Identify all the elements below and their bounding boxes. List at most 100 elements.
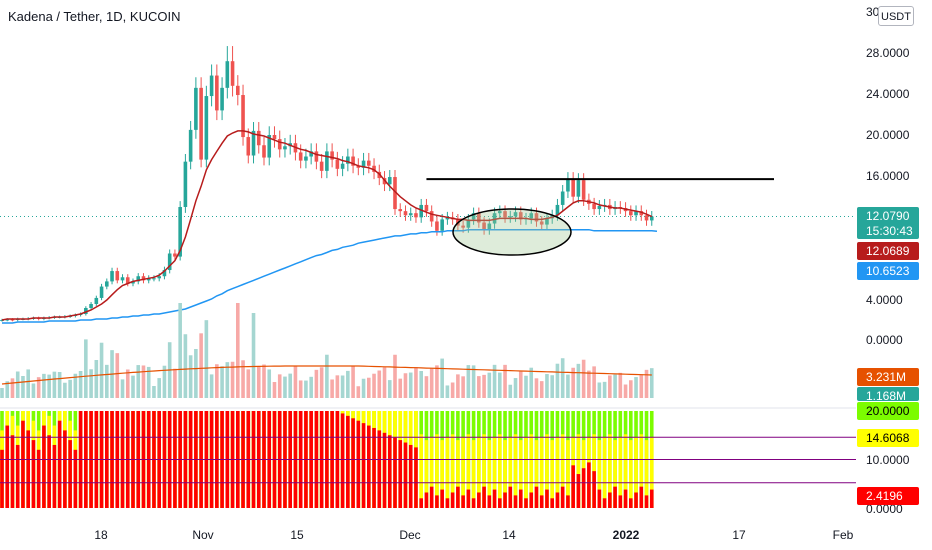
volume-bar [236,303,240,398]
oscillator-yellow-bar [555,437,560,508]
ma-long-line [2,228,658,324]
candle [115,267,120,284]
oscillator-red-bar [450,492,455,508]
candle-body [162,270,167,277]
volume-bar [424,376,429,398]
volume-bar [623,384,628,398]
candle [492,207,497,229]
time-axis[interactable]: 18 Nov 15 Dec 14 2022 17 Feb [94,528,853,542]
candle-body [262,145,266,158]
oscillator-red-bar [597,489,602,508]
volume-bar [372,373,376,398]
volume-bar [351,366,355,398]
oscillator-yellow-bar [435,434,439,508]
price-axis-label: 0.0000 [866,333,903,347]
time-axis-label: 2022 [613,528,640,542]
oscillator-yellow-bar [487,440,492,508]
oscillator-red-bar [477,492,481,508]
candle [105,278,109,290]
oscillator-yellow-bar [539,437,544,508]
candle-body [194,87,198,130]
oscillator-red-bar [623,489,628,508]
volume-bar [566,374,570,398]
oscillator-yellow-bar [461,437,465,508]
candle-body [204,96,209,160]
candle-body [351,156,355,166]
oscillator-red-bar [356,420,361,508]
time-axis-label: 14 [502,528,516,542]
price-axis-label: 20.0000 [866,128,910,142]
candle [99,283,104,301]
candle-body [518,212,523,220]
volume-bar [571,367,575,398]
oscillator-yellow-tag-text: 14.6068 [866,431,910,445]
oscillator-red-bar [539,495,544,508]
candle [429,205,434,227]
oscillator-yellow-bar [560,434,565,508]
volume-tag-bg [857,387,919,401]
oscillator-green-tag: 20.0000 [857,402,919,420]
volume-bar [99,342,104,398]
oscillator-yellow-bar [597,440,602,508]
candle [146,275,151,284]
oscillator-red-bar [471,498,476,508]
volume-bar [382,367,387,398]
candle-body [649,216,654,221]
volume-bar [31,383,36,398]
candle-body [440,219,444,231]
volume-bar [393,354,397,398]
oscillator-red-bar [440,489,444,508]
candle-body [209,75,214,97]
volume-bar [199,333,203,398]
usdt-button[interactable]: USDT [878,6,914,26]
price-axis-label: 4.0000 [866,293,903,307]
oscillator-yellow-bar [456,440,460,508]
volume-bar [272,382,277,398]
volume-bar [649,368,654,398]
oscillator-red-bar [42,425,46,508]
candle-body [361,160,366,168]
volume-bar [63,382,67,398]
candle-body [503,211,507,218]
oscillator-yellow-bar [503,440,507,508]
oscillator-yellow-bar [440,440,444,508]
candle-body [508,216,513,218]
oscillator-red-bar [63,430,67,508]
candle [508,210,513,223]
oscillator-red-bar [571,465,575,508]
oscillator-yellow-bar [629,440,633,508]
candle [162,266,167,280]
candle [188,120,193,170]
candle [361,152,366,176]
price-axis[interactable]: 30.000028.000024.000020.000016.00004.000… [857,5,919,516]
volume-bar [539,381,544,398]
volume-bar [518,371,523,398]
oscillator-yellow-bar [634,437,638,508]
volume-bar [534,378,539,398]
candle-body [99,286,104,298]
candle-body [183,161,188,207]
oscillator-red-bar [456,486,460,508]
candle [471,207,476,225]
volume-bar [288,373,292,398]
volume-bar [524,375,528,398]
oscillator-red-bar [498,498,502,508]
candle [592,197,596,215]
volume-bar [639,374,644,398]
candle-body [581,180,586,200]
volume-bar [209,374,214,398]
candle-body [246,137,251,156]
oscillator-yellow-bar [482,434,486,508]
volume-bar [188,355,193,398]
price-axis-label: 24.0000 [866,87,910,101]
volume-bar [387,380,392,398]
candle [539,216,544,230]
oscillator-yellow-bar [445,437,450,508]
candle [330,143,334,168]
candle-body [157,276,161,279]
candle [639,205,644,221]
volume-bar [545,374,549,398]
oscillator-red-bar [340,413,345,508]
oscillator-red-bar [613,486,617,508]
oscillator-red-bar [372,427,376,508]
